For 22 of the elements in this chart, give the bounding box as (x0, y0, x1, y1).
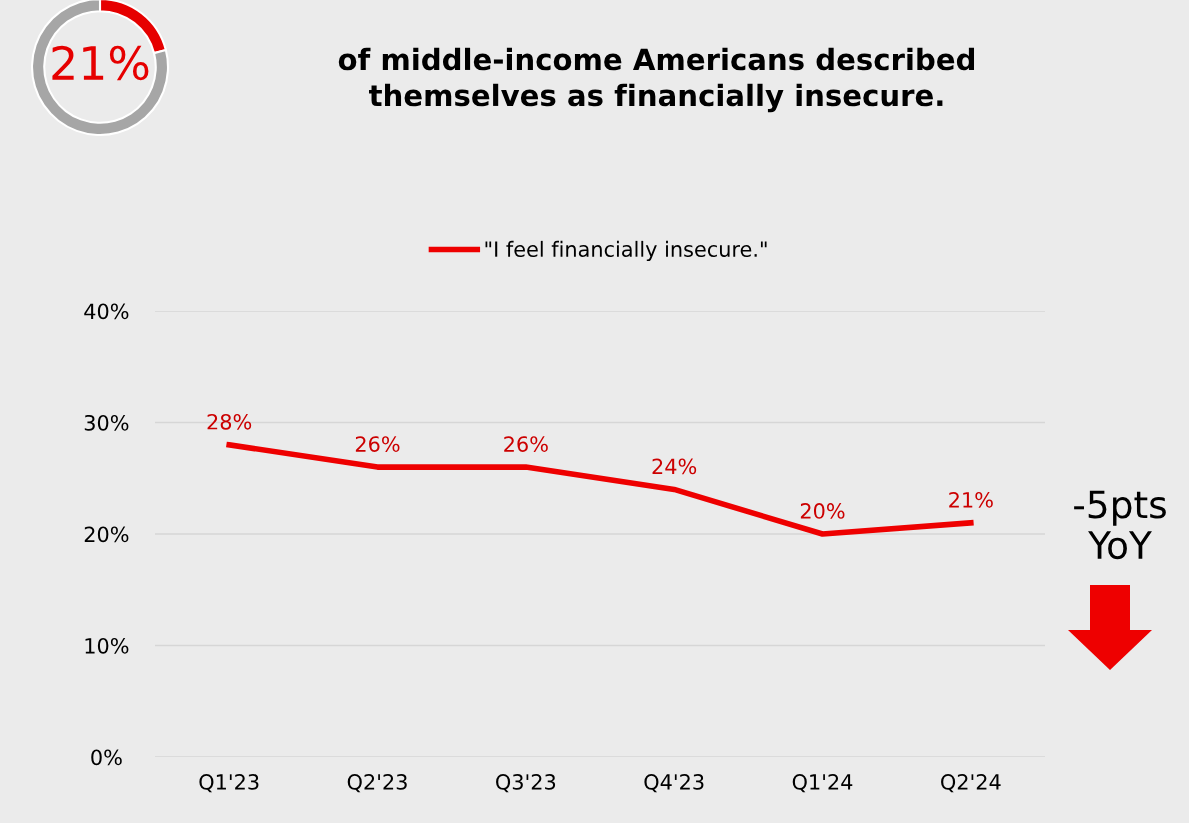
text: -5pts YoY (1074, 490, 1166, 560)
text: 26% (355, 436, 400, 452)
text: 28% (207, 413, 252, 430)
donut-slice (30, 0, 170, 137)
x-tick-label: Q3'23 (496, 774, 556, 793)
x-tick-label: Q2'24 (941, 774, 1001, 793)
x-tick-label: Q2'23 (347, 774, 407, 793)
x-tick-label: Q4'23 (644, 774, 704, 793)
y-tick-label: 30% (84, 414, 129, 431)
text: 21% (949, 491, 993, 508)
text: 20% (800, 503, 845, 519)
text: 24% (652, 458, 697, 475)
text: 21% (52, 45, 149, 81)
y-tick-label: 10% (85, 637, 129, 654)
y-tick-label: 40% (84, 303, 129, 320)
x-tick-label: Q1'23 (199, 774, 259, 793)
y-tick-label: 20% (84, 526, 129, 543)
x-tick-label: Q1'24 (792, 774, 853, 793)
y-tick-label: 0% (91, 749, 122, 766)
legend-label: "I feel financially insecure." (485, 240, 767, 262)
chart-title: of middle-income Americans described themselves as financially insecure. (338, 47, 975, 113)
text: 26% (504, 436, 548, 452)
